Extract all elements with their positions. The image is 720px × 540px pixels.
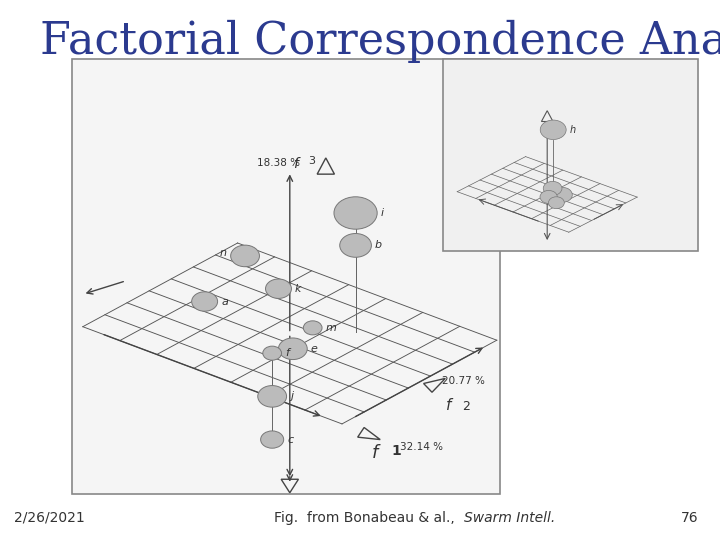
Text: 3: 3 xyxy=(308,156,315,166)
Text: $\mathit{f}$: $\mathit{f}$ xyxy=(445,397,454,413)
Text: b: b xyxy=(375,240,382,251)
Circle shape xyxy=(540,120,566,139)
Circle shape xyxy=(279,338,307,360)
Text: 18.38 %: 18.38 % xyxy=(258,158,300,168)
Circle shape xyxy=(261,431,284,448)
Circle shape xyxy=(303,321,322,335)
Text: 32.14 %: 32.14 % xyxy=(400,442,443,451)
Text: f: f xyxy=(285,348,289,358)
Text: $\mathit{f}$: $\mathit{f}$ xyxy=(294,156,302,171)
Text: Swarm Intell.: Swarm Intell. xyxy=(464,511,556,525)
Circle shape xyxy=(266,279,292,299)
Text: n: n xyxy=(220,248,227,258)
Text: e: e xyxy=(311,344,318,354)
Circle shape xyxy=(552,187,572,202)
Text: 2/26/2021: 2/26/2021 xyxy=(14,511,85,525)
Circle shape xyxy=(263,346,282,360)
Bar xyxy=(72,59,500,494)
Text: Fig.  from Bonabeau & al.,: Fig. from Bonabeau & al., xyxy=(274,511,459,525)
Text: h: h xyxy=(570,125,576,135)
Circle shape xyxy=(340,233,372,257)
Circle shape xyxy=(540,191,557,204)
Text: i: i xyxy=(381,208,384,218)
Text: j: j xyxy=(290,392,293,401)
Bar xyxy=(443,59,698,251)
Text: a: a xyxy=(221,296,228,307)
Text: m: m xyxy=(325,323,336,333)
Text: 20.77 %: 20.77 % xyxy=(441,376,485,386)
Circle shape xyxy=(192,292,217,311)
Text: 1: 1 xyxy=(392,444,401,458)
Circle shape xyxy=(258,386,287,407)
Text: $\mathit{f}$: $\mathit{f}$ xyxy=(372,444,382,462)
Text: 76: 76 xyxy=(681,511,698,525)
Text: 2: 2 xyxy=(462,400,469,413)
Text: k: k xyxy=(295,284,302,294)
Circle shape xyxy=(544,181,562,195)
Circle shape xyxy=(549,197,564,208)
Circle shape xyxy=(230,245,259,267)
Text: c: c xyxy=(287,435,294,444)
Circle shape xyxy=(334,197,377,229)
Text: Factorial Correspondence Analysis: Factorial Correspondence Analysis xyxy=(40,19,720,63)
